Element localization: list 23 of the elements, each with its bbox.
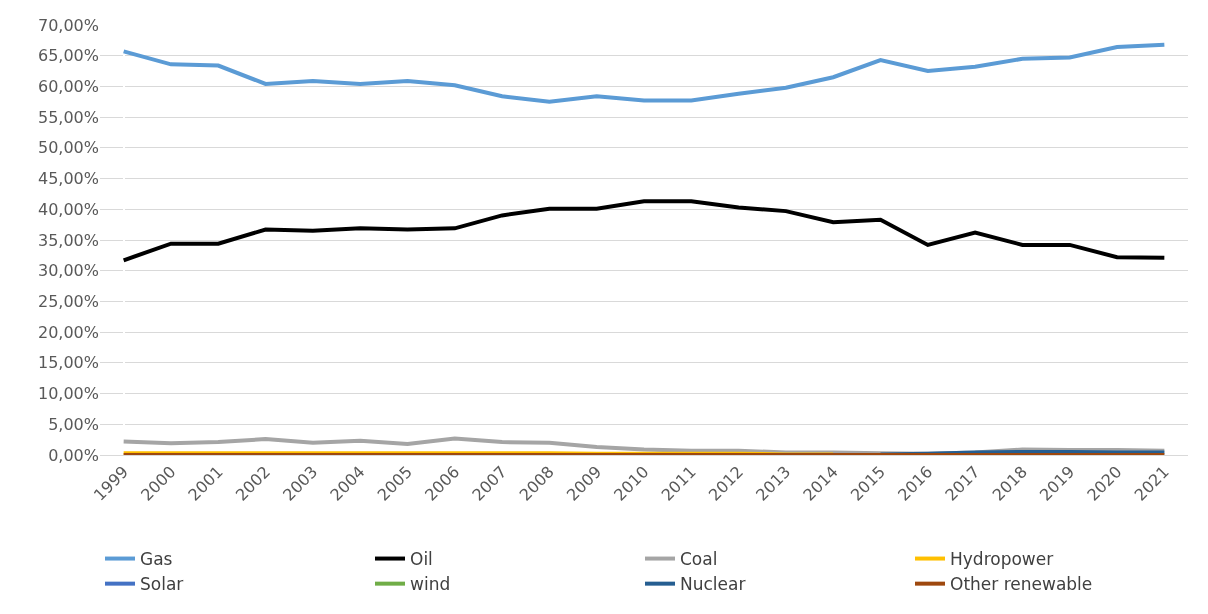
y-tick-label: 10,00% [37,384,99,404]
y-tick-label: 40,00% [37,199,99,219]
y-tick-label: 15,00% [37,353,99,373]
y-tick-label: 55,00% [37,107,99,127]
legend-label: Nuclear [680,574,746,595]
legend-label: Gas [140,549,173,570]
y-tick-label: 25,00% [37,292,99,312]
legend-label: Other renewable [950,574,1093,595]
y-tick-label: 45,00% [37,169,99,189]
legend-label: Oil [410,549,433,570]
y-tick-label: 20,00% [37,322,99,342]
legend-label: Hydropower [950,549,1054,570]
y-tick-label: 70,00% [37,15,99,35]
y-tick-label: 30,00% [37,261,99,281]
legend-label: Coal [680,549,718,570]
y-tick-label: 50,00% [37,138,99,158]
legend-label: wind [410,574,451,595]
y-tick-label: 5,00% [48,414,99,434]
y-tick-label: 0,00% [48,445,99,465]
y-tick-label: 65,00% [37,46,99,66]
y-tick-label: 60,00% [37,77,99,97]
legend-label: Solar [140,574,184,595]
y-tick-label: 35,00% [37,230,99,250]
